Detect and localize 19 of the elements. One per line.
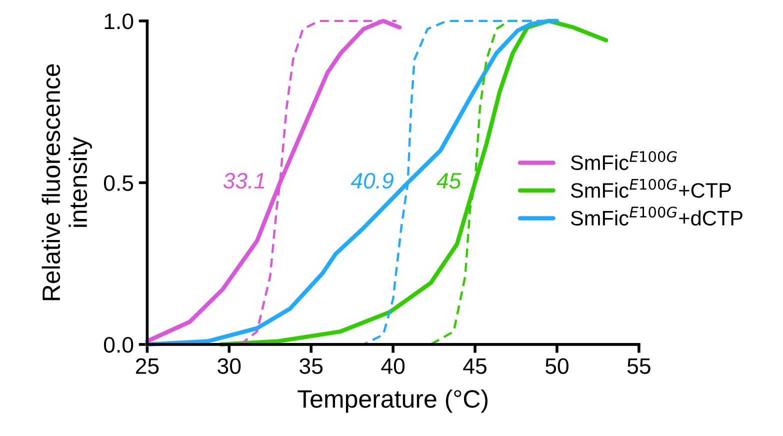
x-tick-label: 50 xyxy=(546,358,568,374)
x-tick-label: 35 xyxy=(300,358,323,374)
line-series xyxy=(145,18,402,344)
y-axis-title: Relative fluorescence intensity xyxy=(42,64,92,300)
y-tick-label: 0.5 xyxy=(104,175,134,191)
x-tick-label: 30 xyxy=(218,358,241,374)
annotation: 40.9 xyxy=(350,172,394,189)
y-tick-label: 0.0 xyxy=(104,336,134,353)
x-tick-label: 45 xyxy=(463,358,486,374)
x-tick-label: 25 xyxy=(136,358,159,374)
x-axis-title: Temperature (°C) xyxy=(298,389,488,413)
x-tick-label: 40 xyxy=(381,358,405,374)
annotation: 33.1 xyxy=(223,172,264,189)
x-tick-label: 55 xyxy=(627,358,650,374)
annotation: 45 xyxy=(436,173,462,189)
legend-label: SmFic$^{E100G}$+dCTP xyxy=(570,206,742,226)
y-tick-label: 1.0 xyxy=(104,13,134,30)
legend-label: SmFic$^{E100G}$ xyxy=(570,151,677,170)
legend-label: SmFic$^{E100G}$+CTP xyxy=(570,178,731,198)
